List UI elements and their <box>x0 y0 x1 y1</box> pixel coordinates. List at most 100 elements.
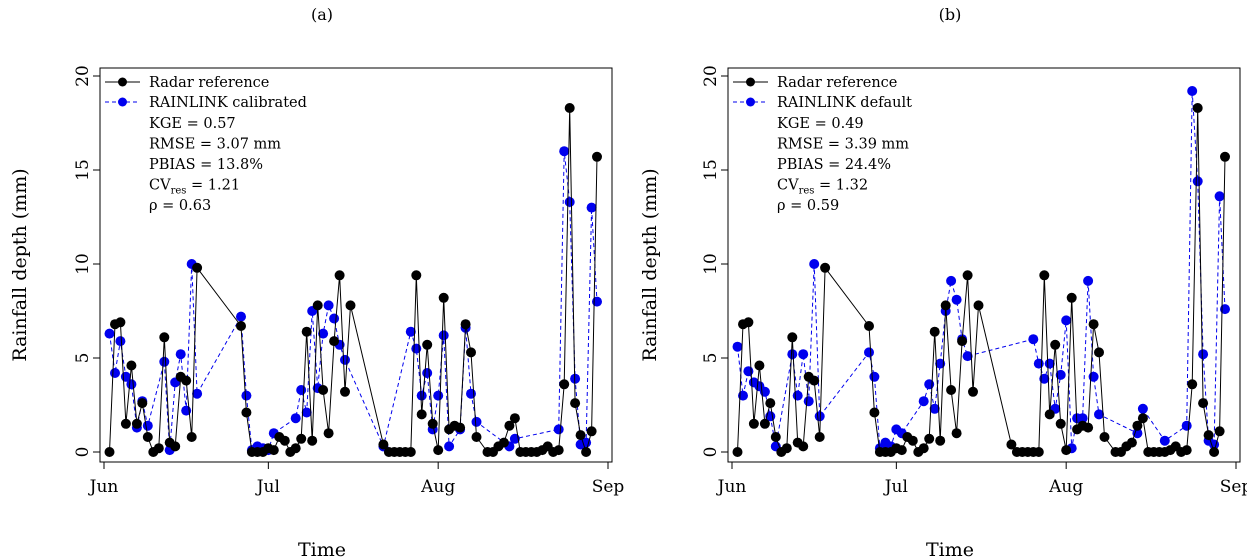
x-tick-label: Aug <box>420 477 455 497</box>
x-tick-label: Jun <box>716 477 747 497</box>
data-point <box>732 341 743 352</box>
data-point <box>1214 426 1225 437</box>
data-point <box>340 354 350 365</box>
data-point <box>181 375 192 386</box>
data-point <box>131 418 142 429</box>
legend-series-label: RAINLINK calibrated <box>149 95 307 111</box>
data-point <box>318 328 329 339</box>
data-point <box>1066 292 1077 303</box>
data-point <box>814 432 825 442</box>
data-point <box>1203 430 1214 441</box>
data-point <box>798 349 809 360</box>
data-point <box>416 390 427 401</box>
data-point <box>592 296 602 307</box>
data-point <box>115 336 126 347</box>
data-point <box>929 403 940 414</box>
data-point <box>444 441 455 452</box>
data-point <box>553 445 564 456</box>
data-point <box>1198 349 1209 360</box>
x-tick-label: Sep <box>592 477 625 497</box>
data-point <box>1055 369 1066 380</box>
data-point <box>279 435 290 446</box>
x-tick-label: Jun <box>88 477 119 497</box>
data-point <box>765 398 776 409</box>
legend-marker <box>746 77 755 87</box>
data-point <box>553 424 564 435</box>
data-point <box>1039 373 1050 384</box>
data-point <box>416 409 427 420</box>
data-point <box>743 366 754 377</box>
data-point <box>935 435 946 446</box>
data-point <box>466 388 476 399</box>
data-point <box>559 379 570 390</box>
data-point <box>422 368 433 378</box>
data-point <box>290 443 301 454</box>
plot-frame <box>727 67 1241 463</box>
series-rainlink-estimate <box>732 86 1230 454</box>
series-radar-reference <box>104 103 602 457</box>
data-point <box>1137 403 1148 414</box>
data-point <box>962 351 973 362</box>
data-point <box>115 317 126 328</box>
series-radar-reference <box>732 103 1230 457</box>
data-point <box>1033 447 1044 457</box>
data-point <box>318 385 329 395</box>
data-point <box>1187 86 1198 96</box>
data-point <box>1033 358 1044 369</box>
legend-stat: KGE = 0.49 <box>777 116 864 132</box>
data-point <box>460 319 471 330</box>
legend-stat: PBIAS = 24.4% <box>777 157 891 173</box>
data-point <box>296 433 307 444</box>
data-point <box>869 371 880 382</box>
data-point <box>770 432 781 442</box>
data-point <box>186 432 197 442</box>
data-point <box>924 379 935 390</box>
x-tick-label: Jul <box>883 477 908 497</box>
data-point <box>957 336 968 347</box>
data-point <box>918 443 929 454</box>
data-point <box>1088 371 1099 382</box>
data-point <box>946 385 957 395</box>
panel-label: (b) <box>939 5 962 24</box>
legend-stat: CVres = 1.21 <box>149 178 240 197</box>
data-point <box>1159 435 1170 446</box>
data-point <box>1028 334 1039 345</box>
legend-stat: RMSE = 3.39 mm <box>777 137 909 153</box>
legend: KGE = 0.49 RMSE = 3.39 mm PBIAS = 24.4% CVr… <box>733 77 909 214</box>
data-point <box>951 428 962 439</box>
data-point <box>1192 103 1203 113</box>
y-axis-title: Rainfall depth (mm) <box>9 168 31 361</box>
legend-series-label: RAINLINK default <box>777 95 912 111</box>
y-axis-title: Rainfall depth (mm) <box>639 168 661 361</box>
data-point <box>1137 413 1148 424</box>
data-point <box>581 447 592 457</box>
data-point <box>559 146 570 157</box>
data-point <box>592 151 602 162</box>
y-tick-label: 15 <box>701 159 721 181</box>
y-tick-label: 10 <box>701 253 721 275</box>
data-point <box>153 443 164 454</box>
data-point <box>748 418 759 429</box>
data-point <box>323 428 334 439</box>
data-point <box>405 326 416 337</box>
data-point <box>564 103 575 113</box>
y-tick-label: 0 <box>73 447 93 458</box>
data-point <box>787 332 798 343</box>
data-point <box>104 447 115 457</box>
data-point <box>929 326 940 337</box>
data-point <box>907 435 918 446</box>
data-point <box>312 300 323 311</box>
data-point <box>781 443 792 454</box>
data-point <box>1220 151 1230 162</box>
data-point <box>864 347 874 358</box>
data-point <box>1094 409 1104 420</box>
data-point <box>498 437 509 448</box>
data-point <box>301 326 312 337</box>
data-point <box>142 432 153 442</box>
data-point <box>405 447 416 457</box>
legend: KGE = 0.57 RMSE = 3.07 mm PBIAS = 13.8% CVr… <box>105 77 281 214</box>
data-point <box>296 385 307 395</box>
data-point <box>466 347 476 358</box>
data-point <box>159 356 170 367</box>
data-point <box>935 358 946 369</box>
